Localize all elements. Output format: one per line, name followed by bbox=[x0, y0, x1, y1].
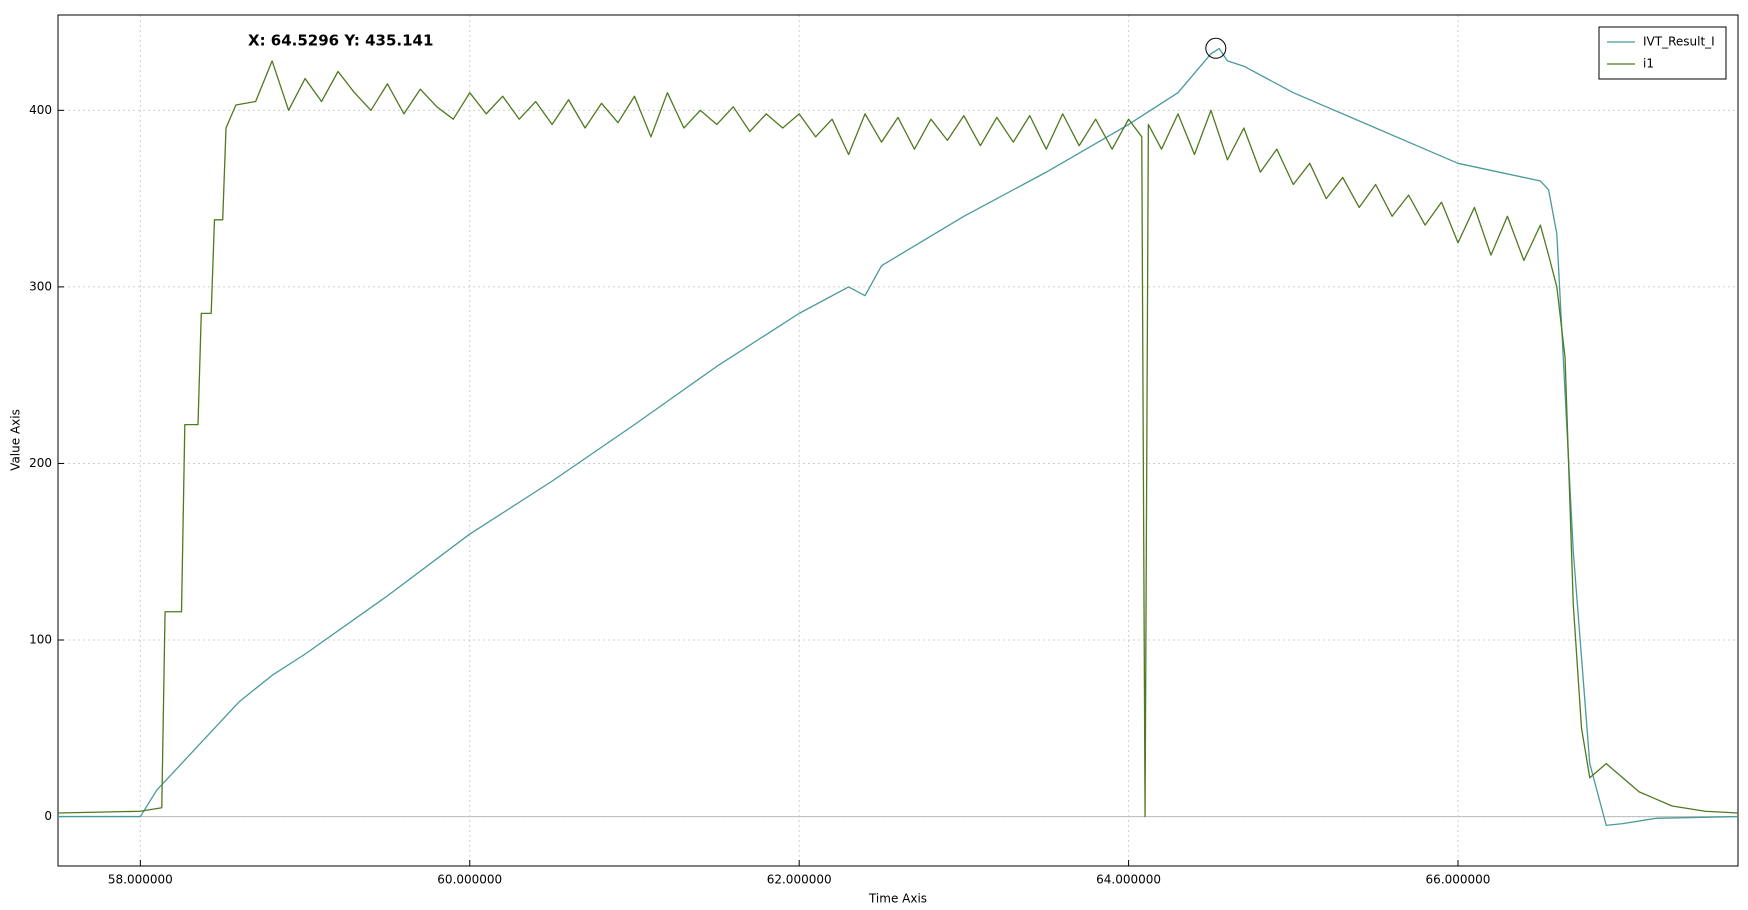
cursor-marker bbox=[1205, 37, 1227, 59]
y-tick-label: 200 bbox=[29, 456, 52, 470]
legend-label: i1 bbox=[1643, 57, 1654, 71]
series-line bbox=[57, 60, 1739, 818]
x-tick-label: 64.000000 bbox=[1096, 873, 1161, 887]
x-tick-label: 62.000000 bbox=[767, 873, 832, 887]
x-tick-label: 58.000000 bbox=[108, 873, 173, 887]
y-tick-label: 100 bbox=[29, 633, 52, 647]
series-line bbox=[58, 47, 1739, 827]
y-tick-label: 300 bbox=[29, 279, 52, 293]
y-tick-label: 400 bbox=[29, 103, 52, 117]
x-tick-label: 60.000000 bbox=[437, 873, 502, 887]
x-axis-title: Time Axis bbox=[868, 892, 927, 906]
legend-label: IVT_Result_I bbox=[1643, 35, 1715, 49]
plot-frame bbox=[57, 14, 1739, 867]
y-tick-label: 0 bbox=[44, 809, 52, 823]
cursor-readout: X: 64.5296 Y: 435.141 bbox=[248, 32, 433, 50]
y-axis-title: Value Axis bbox=[9, 409, 23, 471]
legend-box bbox=[1598, 26, 1727, 80]
x-tick-label: 66.000000 bbox=[1426, 873, 1491, 887]
